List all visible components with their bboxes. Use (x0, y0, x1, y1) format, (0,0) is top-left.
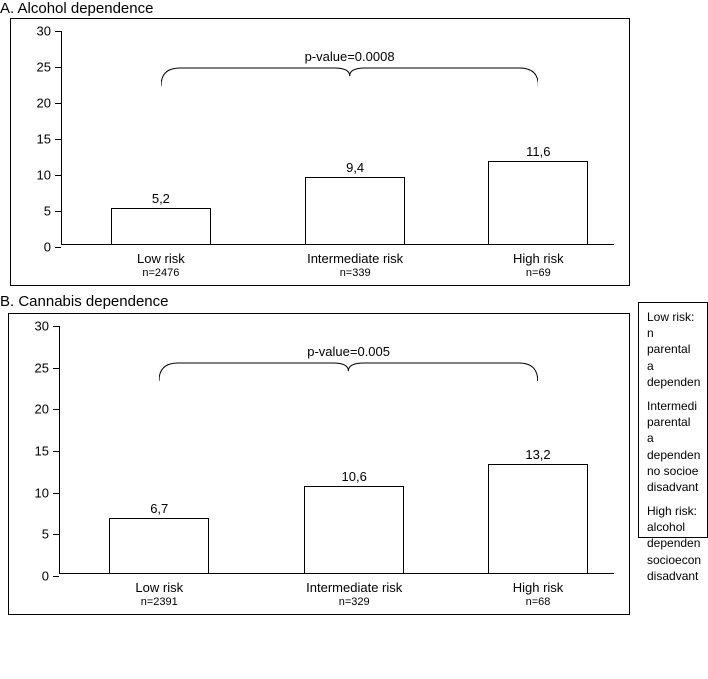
y-tick-label: 10 (35, 485, 49, 500)
y-tick (55, 103, 61, 104)
y-tick (55, 211, 61, 212)
brace-icon (161, 66, 538, 88)
y-tick (53, 451, 59, 452)
y-tick (53, 534, 59, 535)
y-tick-label: 15 (35, 444, 49, 459)
panel-a-chart: 0 5 10 15 20 25 30 5,2 Low riskn=2476 9,4 Intermed… (10, 18, 630, 286)
y-tick (53, 493, 59, 494)
p-value-annotation: p-value=0.005 (159, 344, 538, 383)
y-tick (55, 31, 61, 32)
y-tick-label: 10 (37, 168, 51, 183)
y-tick (55, 175, 61, 176)
y-tick (53, 326, 59, 327)
y-tick-label: 30 (35, 319, 49, 334)
legend-text: High risk: alcohol dependen socioecon di… (647, 503, 699, 584)
y-tick-label: 0 (44, 240, 51, 255)
y-tick-label: 20 (37, 96, 51, 111)
bar: 13,2 (488, 464, 588, 574)
y-tick-label: 30 (37, 24, 51, 39)
n-label: n=68 (526, 596, 551, 608)
bar: 10,6 (304, 486, 404, 574)
y-tick-label: 15 (37, 132, 51, 147)
n-label: n=69 (526, 267, 551, 279)
bar: 5,2 (111, 208, 211, 245)
category-label: Low risk (137, 251, 185, 266)
bar-value-label: 5,2 (112, 191, 210, 206)
y-tick (53, 576, 59, 577)
y-tick-label: 5 (42, 527, 49, 542)
bar: 11,6 (488, 161, 588, 245)
y-tick-label: 25 (35, 360, 49, 375)
category-label: High risk (513, 580, 564, 595)
n-label: n=2391 (141, 596, 178, 608)
panel-b-title: B. Cannabis dependence (0, 293, 168, 310)
y-tick (55, 67, 61, 68)
panel-b-chart: 0 5 10 15 20 25 30 6,7 Low riskn=2391 10,6 Interme… (8, 313, 630, 615)
bar-value-label: 6,7 (110, 501, 208, 516)
y-tick (55, 247, 61, 248)
category-label: Intermediate risk (306, 580, 402, 595)
y-tick (53, 409, 59, 410)
p-value-label: p-value=0.005 (159, 344, 538, 359)
plot-area: 0510152025305,2Low riskn=24769,4Intermed… (61, 31, 614, 245)
legend-text: Intermedi parental a dependen no socioe … (647, 398, 699, 495)
y-tick (55, 139, 61, 140)
brace-icon (159, 361, 538, 383)
y-tick-label: 25 (37, 60, 51, 75)
category-label: Low risk (135, 580, 183, 595)
bar: 9,4 (305, 177, 405, 245)
bar-value-label: 11,6 (489, 144, 587, 159)
p-value-label: p-value=0.0008 (161, 49, 538, 64)
y-tick-label: 5 (44, 204, 51, 219)
y-tick (53, 368, 59, 369)
category-label: High risk (513, 251, 564, 266)
p-value-annotation: p-value=0.0008 (161, 49, 538, 88)
bar: 6,7 (109, 518, 209, 574)
n-label: n=339 (340, 267, 371, 279)
n-label: n=329 (339, 596, 370, 608)
bar-value-label: 10,6 (305, 469, 403, 484)
y-axis (61, 31, 62, 245)
y-axis (59, 326, 60, 574)
bar-value-label: 9,4 (306, 160, 404, 175)
n-label: n=2476 (142, 267, 179, 279)
y-tick-label: 20 (35, 402, 49, 417)
plot-area: 0510152025306,7Low riskn=239110,6Interme… (59, 326, 614, 574)
legend-box: Low risk: n parental a dependen Intermedi… (638, 302, 708, 538)
y-tick-label: 0 (42, 569, 49, 584)
panel-a-title: A. Alcohol dependence (0, 0, 153, 17)
bar-value-label: 13,2 (489, 447, 587, 462)
legend-text: Low risk: n parental a dependen (647, 309, 699, 390)
category-label: Intermediate risk (307, 251, 403, 266)
